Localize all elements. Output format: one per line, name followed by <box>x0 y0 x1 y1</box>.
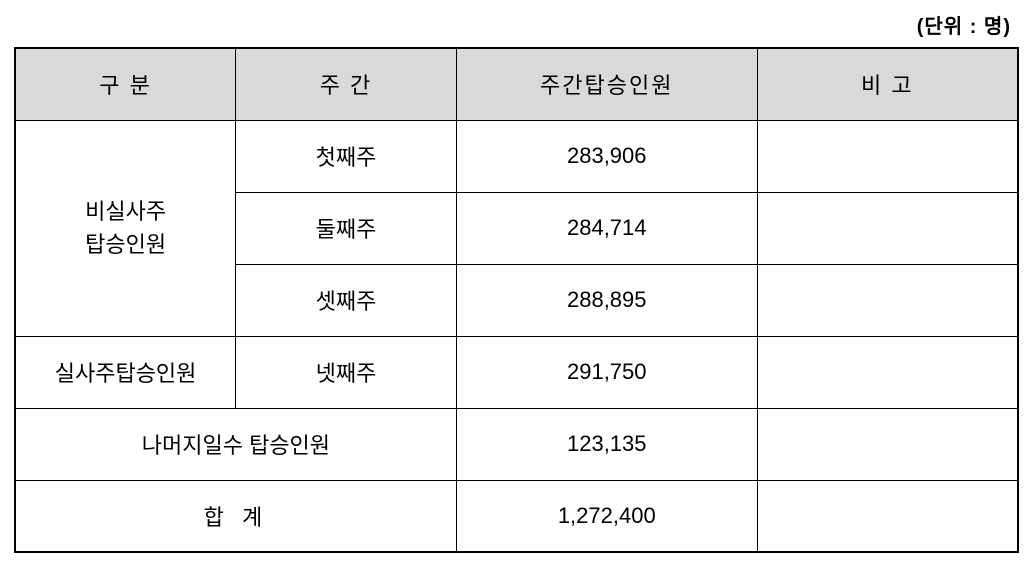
count-cell: 123,135 <box>456 408 757 480</box>
table-row: 나머지일수 탑승인원 123,135 <box>15 408 1018 480</box>
header-count: 주간탑승인원 <box>456 48 757 120</box>
passenger-table: 구 분 주 간 주간탑승인원 비 고 비실사주 탑승인원 첫째주 283,906… <box>14 47 1019 553</box>
count-cell: 283,906 <box>456 120 757 192</box>
total-row: 합 계 1,272,400 <box>15 480 1018 552</box>
group2-label: 실사주탑승인원 <box>15 336 236 408</box>
group1-label-line1: 비실사주 <box>85 199 166 224</box>
week-cell: 넷째주 <box>236 336 457 408</box>
group1-label-line2: 탑승인원 <box>85 232 166 257</box>
header-week: 주 간 <box>236 48 457 120</box>
week-cell: 첫째주 <box>236 120 457 192</box>
note-cell <box>757 120 1018 192</box>
count-cell: 288,895 <box>456 264 757 336</box>
unit-label: (단위 : 명) <box>14 10 1019 39</box>
total-label: 합 계 <box>15 480 456 552</box>
remainder-label: 나머지일수 탑승인원 <box>15 408 456 480</box>
week-cell: 셋째주 <box>236 264 457 336</box>
count-cell: 291,750 <box>456 336 757 408</box>
note-cell <box>757 336 1018 408</box>
table-container: (단위 : 명) 구 분 주 간 주간탑승인원 비 고 비실사주 탑승인원 첫째… <box>14 10 1019 553</box>
table-row: 비실사주 탑승인원 첫째주 283,906 <box>15 120 1018 192</box>
note-cell <box>757 264 1018 336</box>
group1-label: 비실사주 탑승인원 <box>15 120 236 336</box>
header-note: 비 고 <box>757 48 1018 120</box>
count-cell: 1,272,400 <box>456 480 757 552</box>
note-cell <box>757 480 1018 552</box>
week-cell: 둘째주 <box>236 192 457 264</box>
header-category: 구 분 <box>15 48 236 120</box>
count-cell: 284,714 <box>456 192 757 264</box>
note-cell <box>757 408 1018 480</box>
table-row: 실사주탑승인원 넷째주 291,750 <box>15 336 1018 408</box>
note-cell <box>757 192 1018 264</box>
header-row: 구 분 주 간 주간탑승인원 비 고 <box>15 48 1018 120</box>
